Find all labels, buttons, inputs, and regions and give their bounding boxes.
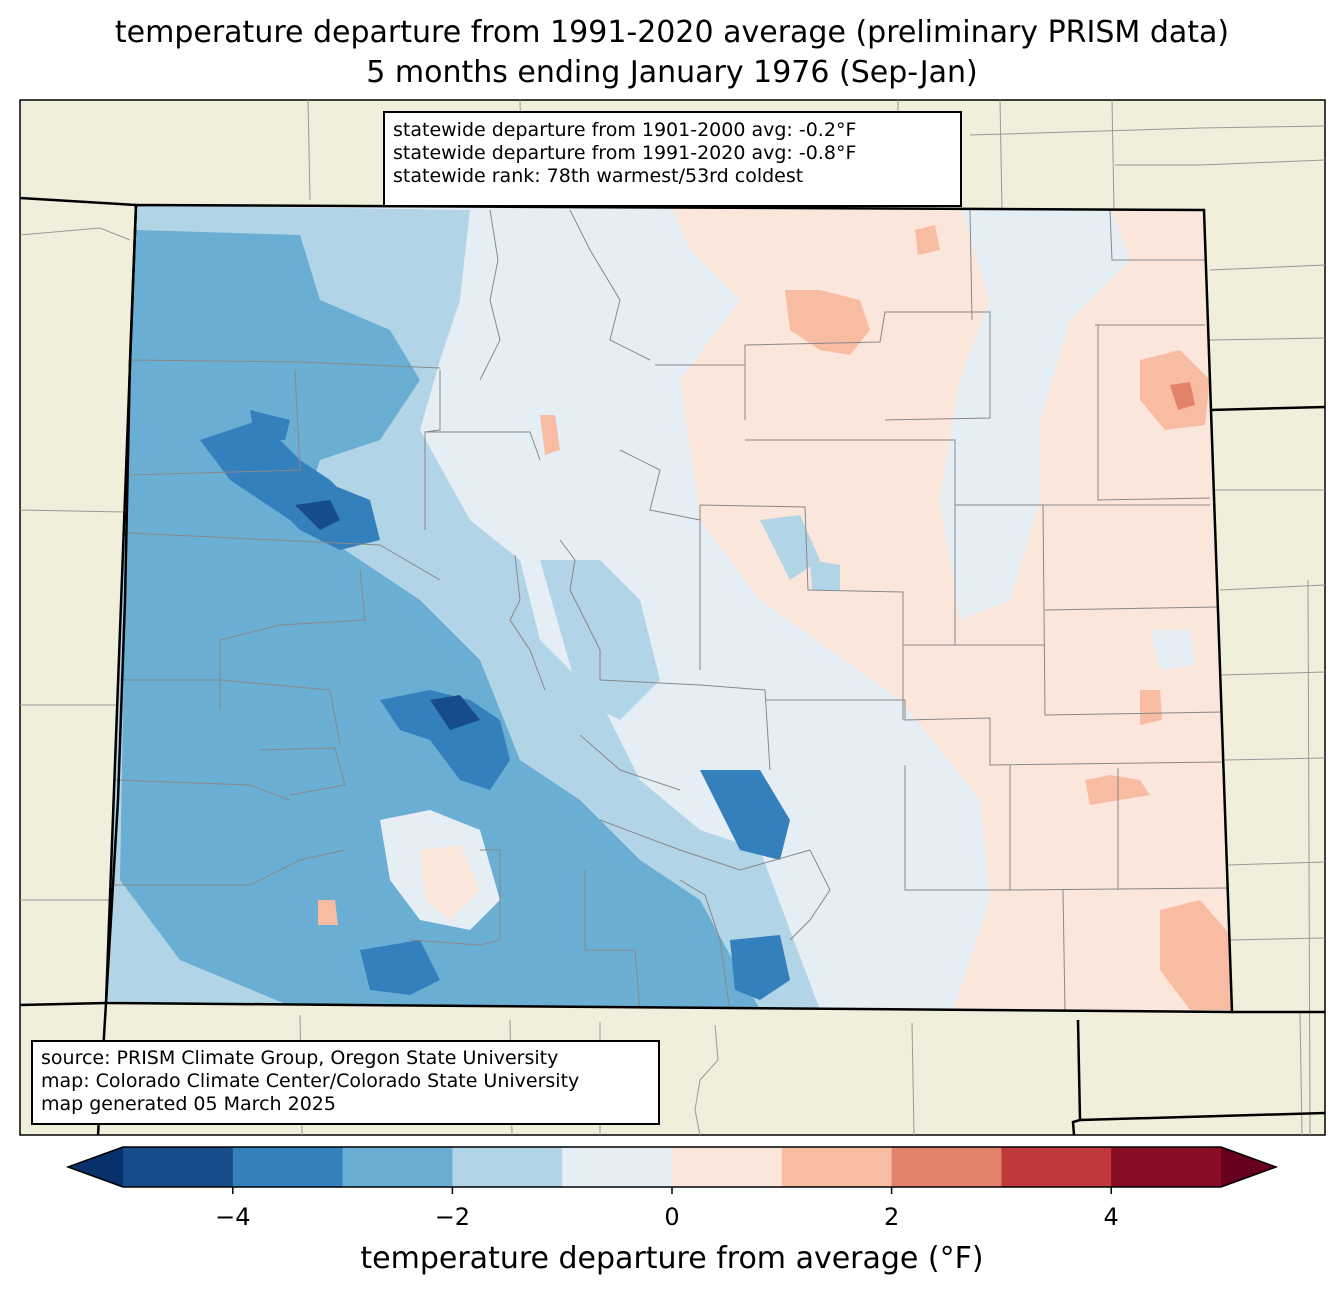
source-credit-box: source: PRISM Climate Group, Oregon Stat…	[31, 1040, 660, 1125]
county-lines	[110, 209, 1231, 1012]
colorbar-extend-high	[1221, 1147, 1276, 1187]
colorbar-outline	[65, 1146, 1279, 1188]
map-credit-line: map: Colorado Climate Center/Colorado St…	[41, 1070, 580, 1092]
colorbar-tick-label: −2	[434, 1203, 471, 1231]
colorbar-tick-label: 4	[1103, 1203, 1119, 1231]
colorbar-segment	[1111, 1147, 1222, 1187]
colorbar	[65, 1146, 1279, 1194]
colorbar-segment	[562, 1147, 673, 1187]
colorbar-segment	[1001, 1147, 1112, 1187]
colorbar-label: temperature departure from average (°F)	[360, 1241, 984, 1276]
source-line: source: PRISM Climate Group, Oregon Stat…	[41, 1047, 559, 1069]
colorbar-extend-low	[68, 1147, 123, 1187]
state-borders	[19, 196, 1326, 1136]
colorbar-segment	[123, 1147, 234, 1187]
statewide-stats-box: statewide departure from 1901-2000 avg: …	[383, 111, 962, 207]
map-title-line2: 5 months ending January 1976 (Sep-Jan)	[366, 55, 978, 90]
map-generated-line: map generated 05 March 2025	[41, 1093, 336, 1115]
map-title-line1: temperature departure from 1991-2020 ave…	[114, 15, 1230, 50]
colorbar-segment	[672, 1147, 783, 1187]
colorbar-segment	[452, 1147, 563, 1187]
colorbar-segment	[232, 1147, 344, 1187]
colorbar-segment	[891, 1147, 1002, 1187]
colorbar-tick-label: −4	[215, 1203, 251, 1231]
stats-rank: statewide rank: 78th warmest/53rd coldes…	[393, 165, 804, 187]
stats-departure-1991-2020: statewide departure from 1991-2020 avg: …	[393, 142, 857, 164]
stats-departure-1901-2000: statewide departure from 1901-2000 avg: …	[393, 119, 857, 141]
colorbar-segment	[781, 1147, 893, 1187]
colorbar-segment	[342, 1147, 453, 1187]
colorbar-tick-label: 2	[883, 1203, 900, 1231]
colorbar-tick-label: 0	[664, 1203, 680, 1231]
